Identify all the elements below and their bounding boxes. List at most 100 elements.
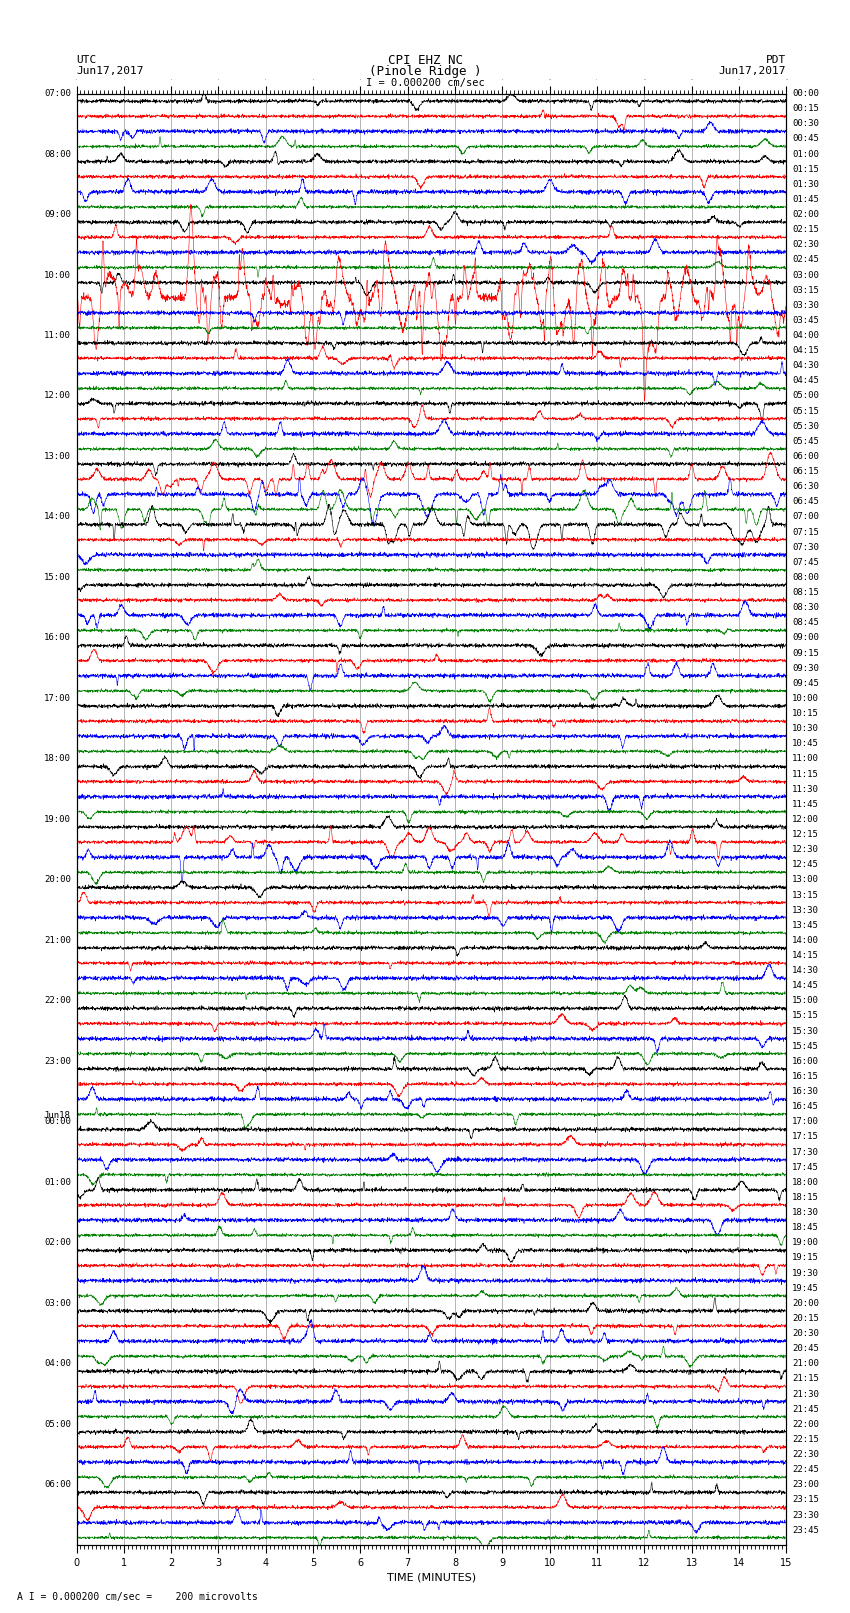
Text: 16:15: 16:15	[792, 1073, 819, 1081]
Text: 07:30: 07:30	[792, 542, 819, 552]
Text: 06:00: 06:00	[44, 1481, 71, 1489]
Text: 06:15: 06:15	[792, 468, 819, 476]
Text: 10:00: 10:00	[44, 271, 71, 279]
Text: Jun18: Jun18	[44, 1111, 71, 1119]
Text: 22:45: 22:45	[792, 1465, 819, 1474]
Text: 22:15: 22:15	[792, 1436, 819, 1444]
Text: 12:15: 12:15	[792, 831, 819, 839]
Text: 12:45: 12:45	[792, 860, 819, 869]
Text: 00:00: 00:00	[44, 1118, 71, 1126]
Text: 08:00: 08:00	[792, 573, 819, 582]
Text: 11:00: 11:00	[792, 755, 819, 763]
Text: 18:00: 18:00	[792, 1177, 819, 1187]
Text: CPI EHZ NC: CPI EHZ NC	[388, 53, 462, 68]
Text: 10:00: 10:00	[792, 694, 819, 703]
Text: 00:45: 00:45	[792, 134, 819, 144]
Text: 06:30: 06:30	[792, 482, 819, 492]
Text: 17:45: 17:45	[792, 1163, 819, 1171]
Text: 05:45: 05:45	[792, 437, 819, 445]
Text: 14:15: 14:15	[792, 952, 819, 960]
Text: 04:45: 04:45	[792, 376, 819, 386]
Text: 20:00: 20:00	[792, 1298, 819, 1308]
Text: 17:15: 17:15	[792, 1132, 819, 1142]
Text: 13:15: 13:15	[792, 890, 819, 900]
Text: 16:30: 16:30	[792, 1087, 819, 1097]
Text: 00:30: 00:30	[792, 119, 819, 129]
Text: 20:15: 20:15	[792, 1315, 819, 1323]
Text: 23:00: 23:00	[792, 1481, 819, 1489]
Text: 17:00: 17:00	[792, 1118, 819, 1126]
Text: I = 0.000200 cm/sec: I = 0.000200 cm/sec	[366, 77, 484, 89]
Text: 21:00: 21:00	[792, 1360, 819, 1368]
Text: 21:00: 21:00	[44, 936, 71, 945]
Text: 04:00: 04:00	[44, 1360, 71, 1368]
Text: 05:00: 05:00	[44, 1419, 71, 1429]
Text: Jun17,2017: Jun17,2017	[76, 66, 144, 76]
Text: 21:45: 21:45	[792, 1405, 819, 1413]
Text: 19:45: 19:45	[792, 1284, 819, 1292]
Text: 03:45: 03:45	[792, 316, 819, 324]
Text: 00:00: 00:00	[792, 89, 819, 98]
Text: 05:00: 05:00	[792, 392, 819, 400]
Text: 11:00: 11:00	[44, 331, 71, 340]
Text: 22:00: 22:00	[792, 1419, 819, 1429]
Text: 23:30: 23:30	[792, 1510, 819, 1519]
Text: 19:30: 19:30	[792, 1268, 819, 1277]
Text: 18:15: 18:15	[792, 1194, 819, 1202]
Text: 03:00: 03:00	[44, 1298, 71, 1308]
Text: 15:30: 15:30	[792, 1026, 819, 1036]
Text: 15:00: 15:00	[44, 573, 71, 582]
Text: UTC: UTC	[76, 55, 97, 66]
Text: 20:45: 20:45	[792, 1344, 819, 1353]
Text: 08:00: 08:00	[44, 150, 71, 158]
Text: 07:15: 07:15	[792, 527, 819, 537]
Text: 00:15: 00:15	[792, 105, 819, 113]
Text: 13:00: 13:00	[44, 452, 71, 461]
Text: 10:15: 10:15	[792, 710, 819, 718]
Text: 09:00: 09:00	[44, 210, 71, 219]
Text: 11:15: 11:15	[792, 769, 819, 779]
Text: 09:30: 09:30	[792, 663, 819, 673]
Text: 06:45: 06:45	[792, 497, 819, 506]
Text: 09:00: 09:00	[792, 634, 819, 642]
Text: 16:00: 16:00	[792, 1057, 819, 1066]
Text: 03:00: 03:00	[792, 271, 819, 279]
Text: 03:30: 03:30	[792, 300, 819, 310]
Text: 13:30: 13:30	[792, 905, 819, 915]
Text: 04:15: 04:15	[792, 347, 819, 355]
Text: PDT: PDT	[766, 55, 786, 66]
Text: 07:00: 07:00	[792, 513, 819, 521]
Text: Jun17,2017: Jun17,2017	[719, 66, 786, 76]
Text: 17:30: 17:30	[792, 1147, 819, 1157]
Text: 13:00: 13:00	[792, 876, 819, 884]
Text: 01:45: 01:45	[792, 195, 819, 203]
Text: 15:15: 15:15	[792, 1011, 819, 1021]
Text: 13:45: 13:45	[792, 921, 819, 929]
Text: 18:30: 18:30	[792, 1208, 819, 1218]
Text: 15:45: 15:45	[792, 1042, 819, 1050]
Text: 20:30: 20:30	[792, 1329, 819, 1339]
Text: 14:45: 14:45	[792, 981, 819, 990]
Text: 01:00: 01:00	[792, 150, 819, 158]
Text: 09:15: 09:15	[792, 648, 819, 658]
Text: 01:30: 01:30	[792, 179, 819, 189]
Text: 03:15: 03:15	[792, 286, 819, 295]
Text: 12:00: 12:00	[792, 815, 819, 824]
Text: 02:30: 02:30	[792, 240, 819, 250]
Text: 11:30: 11:30	[792, 784, 819, 794]
Text: 07:45: 07:45	[792, 558, 819, 566]
Text: 02:15: 02:15	[792, 226, 819, 234]
Text: 19:00: 19:00	[44, 815, 71, 824]
Text: 16:00: 16:00	[44, 634, 71, 642]
Text: 23:15: 23:15	[792, 1495, 819, 1505]
Text: 12:30: 12:30	[792, 845, 819, 855]
Text: 18:45: 18:45	[792, 1223, 819, 1232]
Text: 22:30: 22:30	[792, 1450, 819, 1460]
Text: 09:45: 09:45	[792, 679, 819, 687]
X-axis label: TIME (MINUTES): TIME (MINUTES)	[387, 1573, 476, 1582]
Text: 23:00: 23:00	[44, 1057, 71, 1066]
Text: 05:15: 05:15	[792, 406, 819, 416]
Text: 04:00: 04:00	[792, 331, 819, 340]
Text: 19:15: 19:15	[792, 1253, 819, 1263]
Text: 11:45: 11:45	[792, 800, 819, 808]
